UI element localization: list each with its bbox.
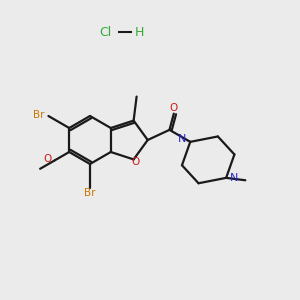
Text: O: O bbox=[44, 154, 52, 164]
Text: Cl: Cl bbox=[99, 26, 111, 38]
Text: O: O bbox=[170, 103, 178, 112]
Text: Br: Br bbox=[84, 188, 96, 198]
Text: Br: Br bbox=[33, 110, 44, 120]
Text: H: H bbox=[134, 26, 144, 38]
Text: N: N bbox=[178, 134, 186, 144]
Text: O: O bbox=[131, 158, 139, 167]
Text: N: N bbox=[230, 173, 238, 183]
